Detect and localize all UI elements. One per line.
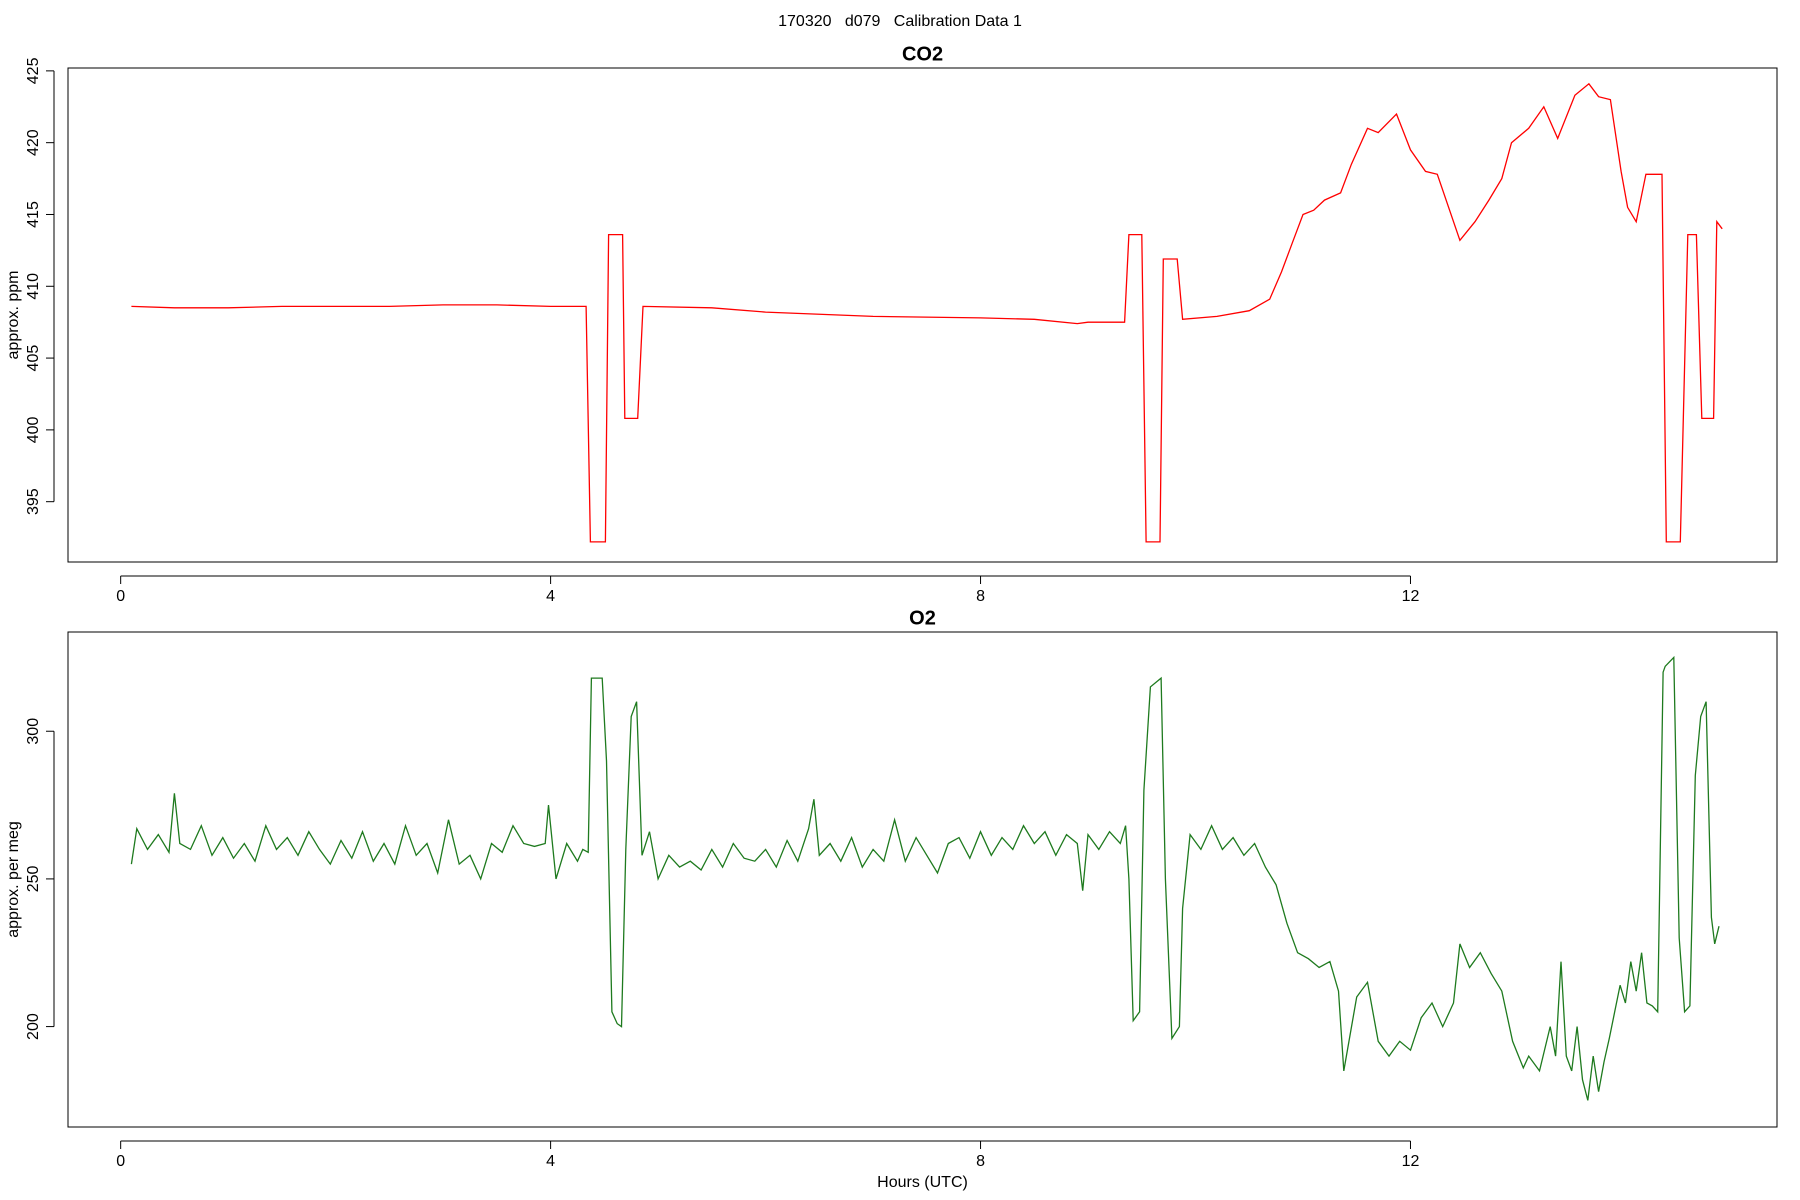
x-tick-label: 12: [1402, 588, 1420, 605]
y-tick-label: 300: [25, 718, 42, 745]
y-tick-label: 415: [25, 201, 42, 228]
figure-title: 170320 d079 Calibration Data 1: [778, 13, 1022, 30]
x-tick-label: 12: [1402, 1153, 1420, 1170]
data-line: [131, 82, 1723, 543]
y-tick-label: 405: [25, 345, 42, 372]
y-tick-label: 410: [25, 273, 42, 300]
x-tick-label: 8: [976, 1153, 985, 1170]
panel-title: O2: [909, 607, 936, 629]
y-tick-label: 425: [25, 57, 42, 84]
data-line: [130, 655, 1720, 1101]
x-tick-label: 8: [976, 588, 985, 605]
y-axis-label: approx. ppm: [5, 271, 22, 360]
y-tick-label: 395: [25, 488, 42, 515]
y-axis-label: approx. per meg: [5, 821, 22, 938]
x-axis-label: Hours (UTC): [877, 1174, 968, 1191]
plot-box: [67, 67, 1778, 563]
plot-box: [67, 631, 1778, 1128]
y-tick-label: 420: [25, 129, 42, 156]
y-tick-label: 200: [25, 1013, 42, 1040]
panel-title: CO2: [902, 43, 943, 65]
y-tick-label: 250: [25, 865, 42, 892]
x-tick-label: 4: [546, 588, 555, 605]
x-tick-label: 4: [546, 1153, 555, 1170]
y-tick-label: 400: [25, 416, 42, 443]
x-tick-label: 0: [116, 1153, 125, 1170]
x-tick-label: 0: [116, 588, 125, 605]
